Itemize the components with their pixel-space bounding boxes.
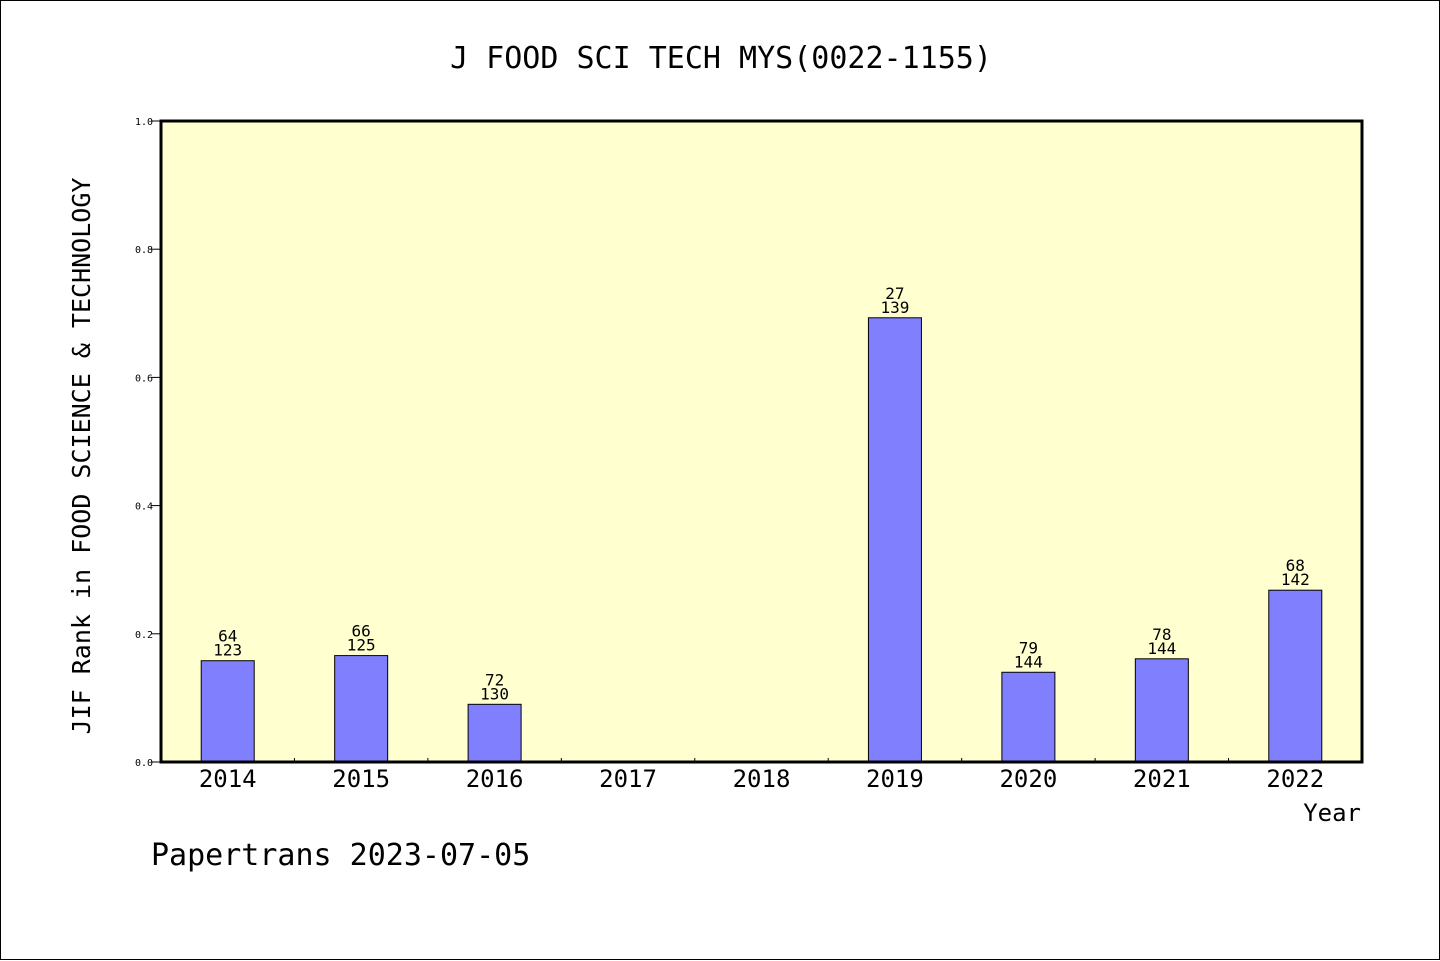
bar-rank-label: 66 <box>352 622 371 641</box>
x-tick-label: 2017 <box>599 765 657 793</box>
bar-rank-label: 64 <box>218 627 237 646</box>
bar-rank-label: 79 <box>1019 638 1038 657</box>
y-tick-label: 0.4 <box>135 502 153 513</box>
bar-2016 <box>467 703 522 763</box>
y-tick-label: 1.0 <box>135 117 153 128</box>
x-tick-label: 2014 <box>199 765 257 793</box>
bar-2015 <box>334 655 389 763</box>
bars-layer <box>200 317 1323 763</box>
y-tick-label: 0.8 <box>135 245 153 256</box>
y-tick-label: 0.6 <box>135 373 153 384</box>
bar-rank-label: 72 <box>485 670 504 689</box>
bar-total-label: 125 <box>347 636 376 655</box>
x-axis-label: Year <box>1303 799 1361 827</box>
x-axis: 2014 2015 2016 2017 2018 2019 2020 2021 2022 <box>199 758 1324 793</box>
x-tick-label: 2015 <box>332 765 390 793</box>
y-axis: 0.0 0.2 0.4 0.6 0.8 1.0 <box>135 117 161 769</box>
bar-total-label: 130 <box>480 684 509 703</box>
y-tick-label: 0.2 <box>135 630 153 641</box>
x-tick-label: 2019 <box>866 765 924 793</box>
y-axis-label: JIF Rank in FOOD SCIENCE & TECHNOLOGY <box>67 178 96 735</box>
bar-total-label: 144 <box>1014 652 1043 671</box>
x-tick-label: 2020 <box>999 765 1057 793</box>
bar-2020 <box>1001 671 1056 763</box>
bar-2019 <box>867 317 922 763</box>
bar-total-label: 142 <box>1281 570 1310 589</box>
bar-2014 <box>200 660 255 763</box>
footer-watermark: Papertrans 2023-07-05 <box>151 838 530 873</box>
bar-total-label: 139 <box>880 298 909 317</box>
x-tick-label: 2022 <box>1266 765 1324 793</box>
x-tick-label: 2016 <box>466 765 524 793</box>
plot-frame <box>159 119 1364 764</box>
x-tick-label: 2018 <box>733 765 791 793</box>
bar-2021 <box>1134 658 1189 763</box>
bar-total-label: 123 <box>213 641 242 660</box>
y-tick-label: 0.0 <box>135 758 153 769</box>
bar-rank-label: 68 <box>1286 556 1305 575</box>
bar-rank-label: 27 <box>885 284 904 303</box>
bar-rank-label: 78 <box>1152 625 1171 644</box>
chart-title: J FOOD SCI TECH MYS(0022-1155) <box>450 41 992 76</box>
bar-total-label: 144 <box>1147 639 1176 658</box>
x-tick-label: 2021 <box>1133 765 1191 793</box>
bar-2022 <box>1268 589 1323 763</box>
